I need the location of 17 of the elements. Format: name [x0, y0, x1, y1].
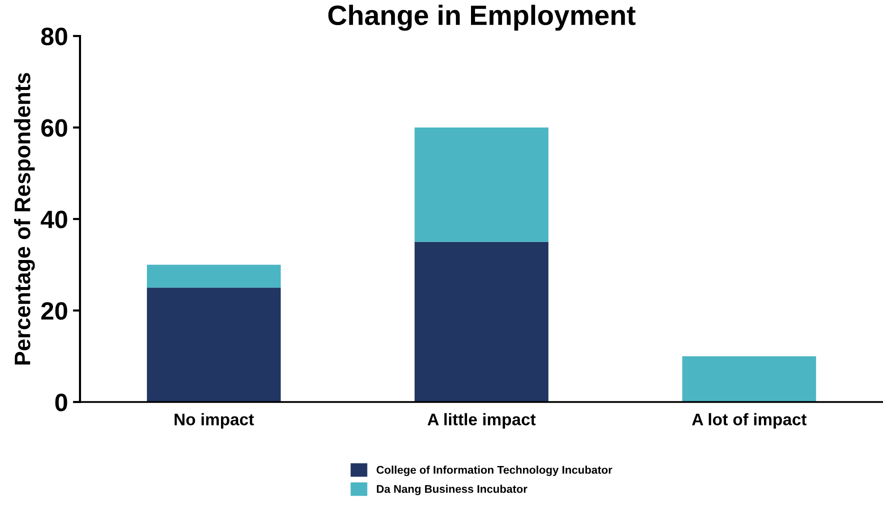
y-tick-label: 0 — [55, 394, 68, 412]
y-tick-label: 60 — [41, 119, 68, 137]
y-tick-label: 80 — [41, 28, 68, 46]
x-tick-label: A little impact — [428, 413, 536, 429]
y-tick-label: 40 — [40, 210, 68, 228]
bar — [414, 242, 548, 402]
chart-title: Change in Employment — [328, 4, 636, 31]
bar — [414, 128, 548, 242]
y-axis-title: Percentage of Respondents — [14, 72, 35, 364]
y-tick-label: 20 — [41, 302, 68, 320]
bar — [682, 356, 816, 402]
x-tick-label: A lot of impact — [692, 413, 807, 429]
bar — [146, 288, 281, 402]
legend-label: Da Nang Business Incubator — [376, 484, 528, 496]
bar — [146, 264, 281, 288]
x-tick-label: No impact — [174, 413, 254, 429]
legend-label: College of Information Technology Incubator — [376, 466, 612, 476]
